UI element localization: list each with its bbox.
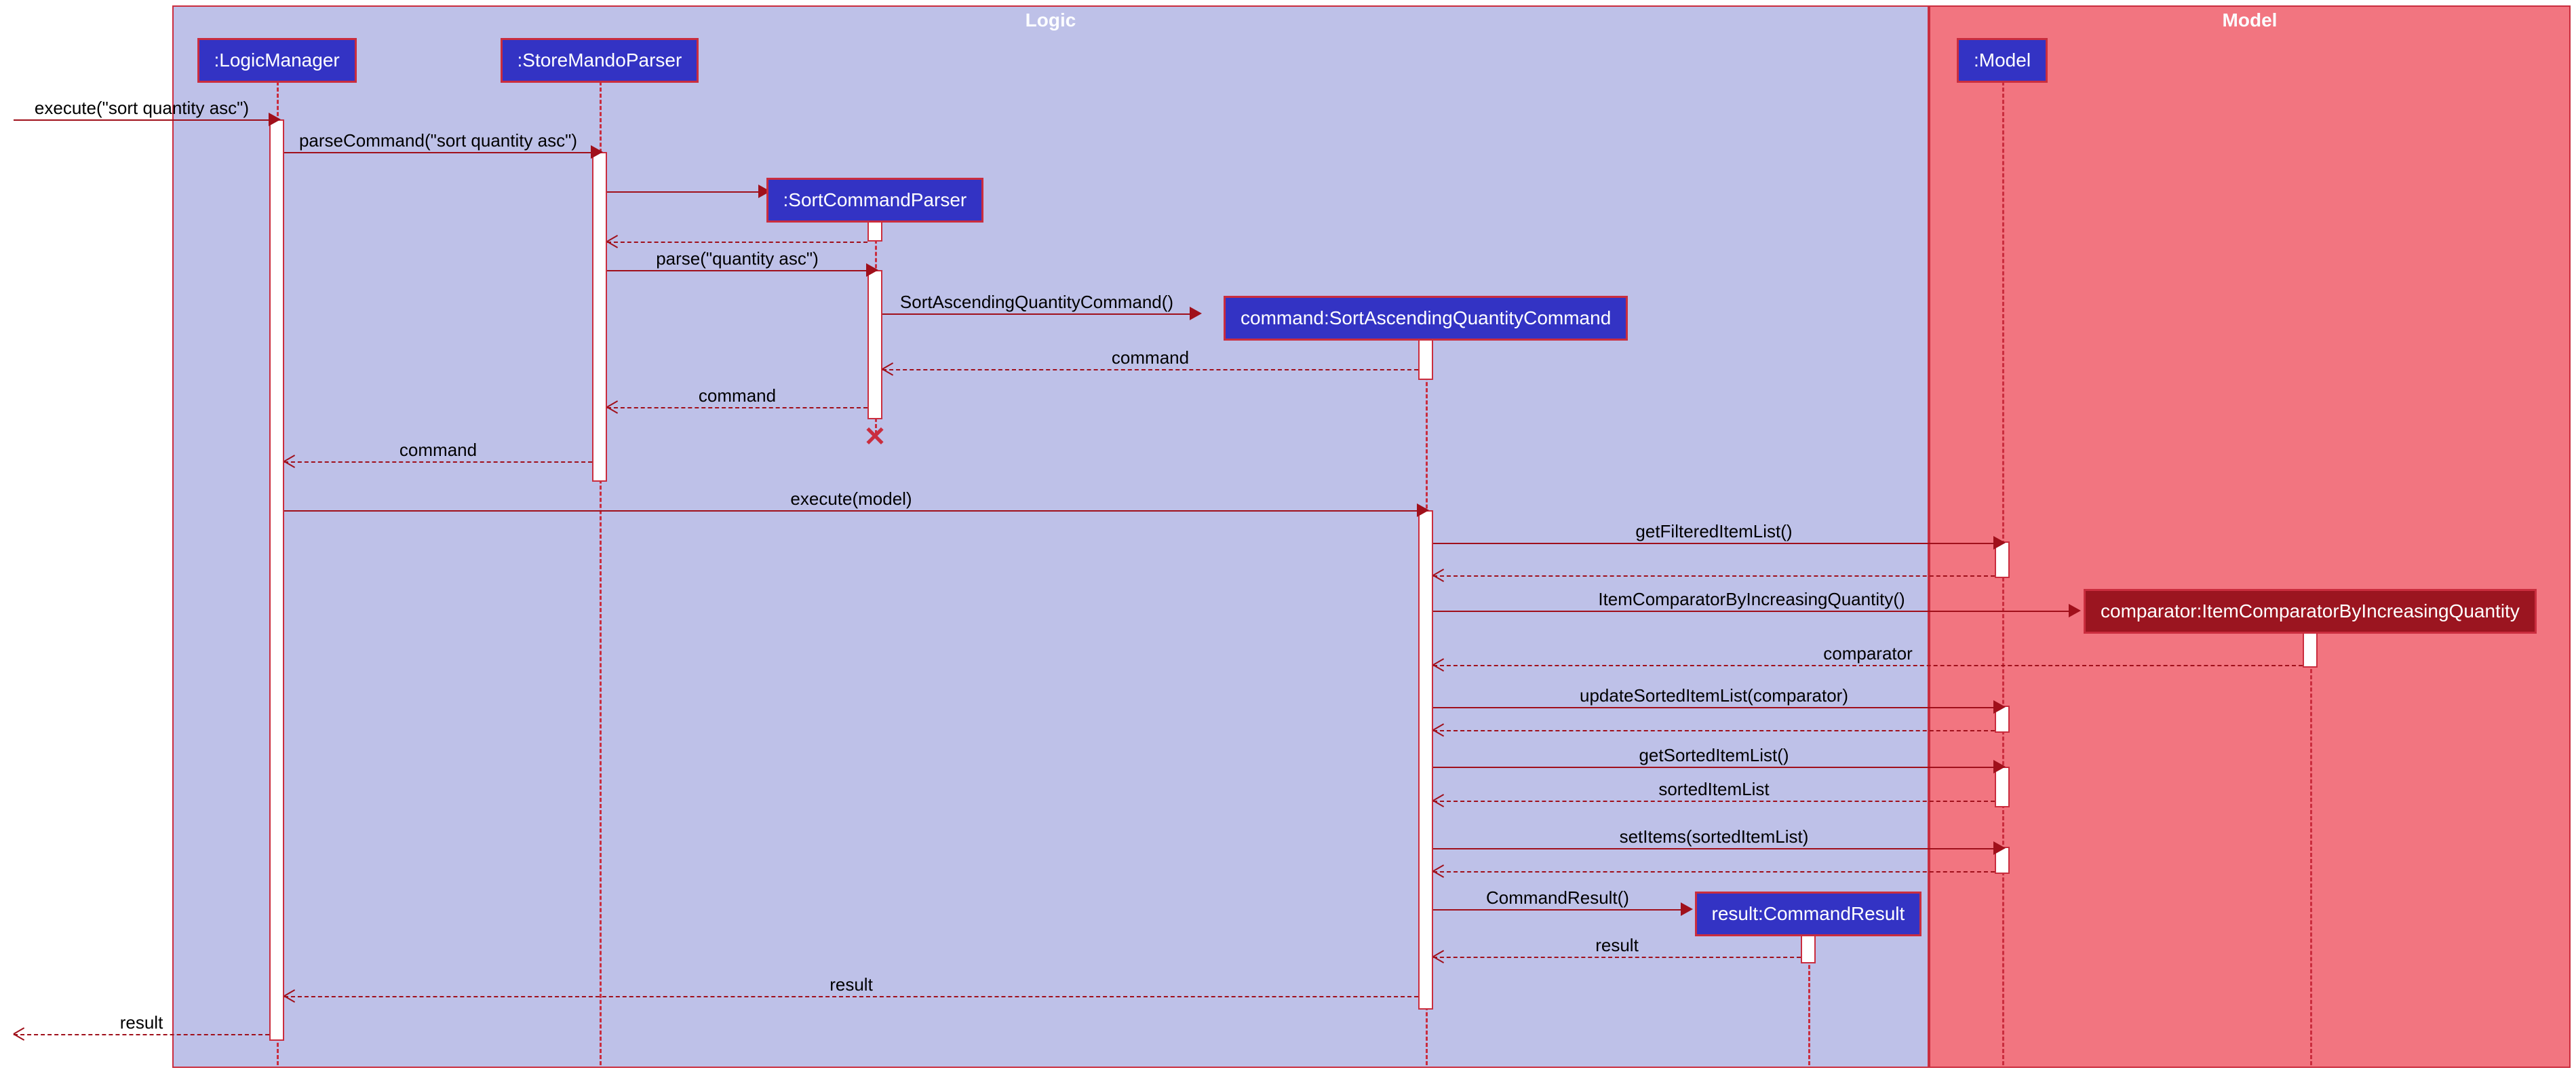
message-line-12 (1433, 611, 2070, 612)
arrow-0 (269, 113, 281, 126)
region-model: Model (1929, 5, 2571, 1068)
participant-lm: :LogicManager (197, 38, 357, 83)
message-label-13: comparator (1823, 643, 1913, 664)
message-line-4 (607, 270, 867, 271)
message-line-23 (14, 1034, 269, 1035)
sequence-diagram: Logic Model execute("sort quantity asc") pa… (0, 0, 2576, 1072)
participant-res: result:CommandResult (1695, 892, 1922, 936)
participant-cmp: comparator:ItemComparatorByIncreasingQua… (2084, 589, 2537, 634)
message-line-18 (1433, 848, 1995, 849)
activation-0 (269, 119, 284, 1041)
message-line-8 (284, 461, 592, 463)
message-label-0: execute("sort quantity asc") (35, 98, 249, 119)
arrow-4 (866, 263, 878, 277)
message-line-16 (1433, 767, 1995, 768)
region-title-logic: Logic (1026, 9, 1076, 31)
message-line-5 (882, 313, 1191, 315)
participant-cmd: command:SortAscendingQuantityCommand (1224, 296, 1628, 341)
message-line-13 (1433, 665, 2303, 666)
message-label-1: parseCommand("sort quantity asc") (299, 130, 577, 151)
arrow-14 (1993, 700, 2006, 714)
message-line-14 (1433, 707, 1995, 708)
arrow-16 (1993, 760, 2006, 773)
activation-3 (867, 270, 882, 419)
message-label-18: setItems(sortedItemList) (1620, 826, 1809, 847)
arrow-1 (591, 145, 603, 159)
message-label-10: getFilteredItemList() (1635, 521, 1792, 542)
message-line-10 (1433, 543, 1995, 544)
message-label-14: updateSortedItemList(comparator) (1580, 685, 1848, 706)
arrow-18 (1993, 841, 2006, 855)
message-label-20: CommandResult() (1486, 887, 1629, 908)
arrow-9 (1417, 503, 1429, 517)
message-line-3 (607, 242, 867, 243)
message-line-6 (882, 369, 1418, 370)
region-title-model: Model (2223, 9, 2278, 31)
message-label-21: result (1595, 935, 1639, 956)
destroy-0: ✕ (863, 421, 886, 453)
message-label-9: execute(model) (790, 489, 912, 510)
participant-scp: :SortCommandParser (766, 178, 984, 223)
arrow-12 (2069, 604, 2081, 617)
message-line-7 (607, 407, 867, 408)
message-line-21 (1433, 957, 1801, 958)
message-label-17: sortedItemList (1658, 779, 1769, 800)
message-line-15 (1433, 730, 1995, 731)
message-label-4: parse("quantity asc") (656, 248, 819, 269)
message-label-6: command (1112, 347, 1189, 368)
message-line-19 (1433, 871, 1995, 873)
message-line-0 (14, 119, 270, 121)
message-line-2 (607, 191, 760, 193)
message-line-17 (1433, 801, 1995, 802)
message-label-7: command (699, 385, 776, 406)
participant-mdl: :Model (1957, 38, 2048, 83)
message-line-22 (284, 996, 1418, 997)
arrow-20 (1681, 902, 1693, 916)
participant-smp: :StoreMandoParser (501, 38, 699, 83)
message-label-12: ItemComparatorByIncreasingQuantity() (1598, 589, 1905, 610)
arrow-10 (1993, 536, 2006, 550)
arrow-5 (1190, 307, 1202, 320)
message-line-1 (284, 152, 592, 153)
message-label-23: result (120, 1012, 163, 1033)
activation-5 (1418, 510, 1433, 1010)
message-line-9 (284, 510, 1418, 512)
lifeline-5 (2310, 632, 2312, 1065)
message-label-8: command (399, 440, 477, 461)
message-line-11 (1433, 575, 1995, 577)
message-line-20 (1433, 909, 1682, 911)
activation-1 (592, 152, 607, 482)
message-label-16: getSortedItemList() (1639, 745, 1789, 766)
message-label-22: result (830, 974, 873, 995)
message-label-5: SortAscendingQuantityCommand() (900, 292, 1173, 313)
